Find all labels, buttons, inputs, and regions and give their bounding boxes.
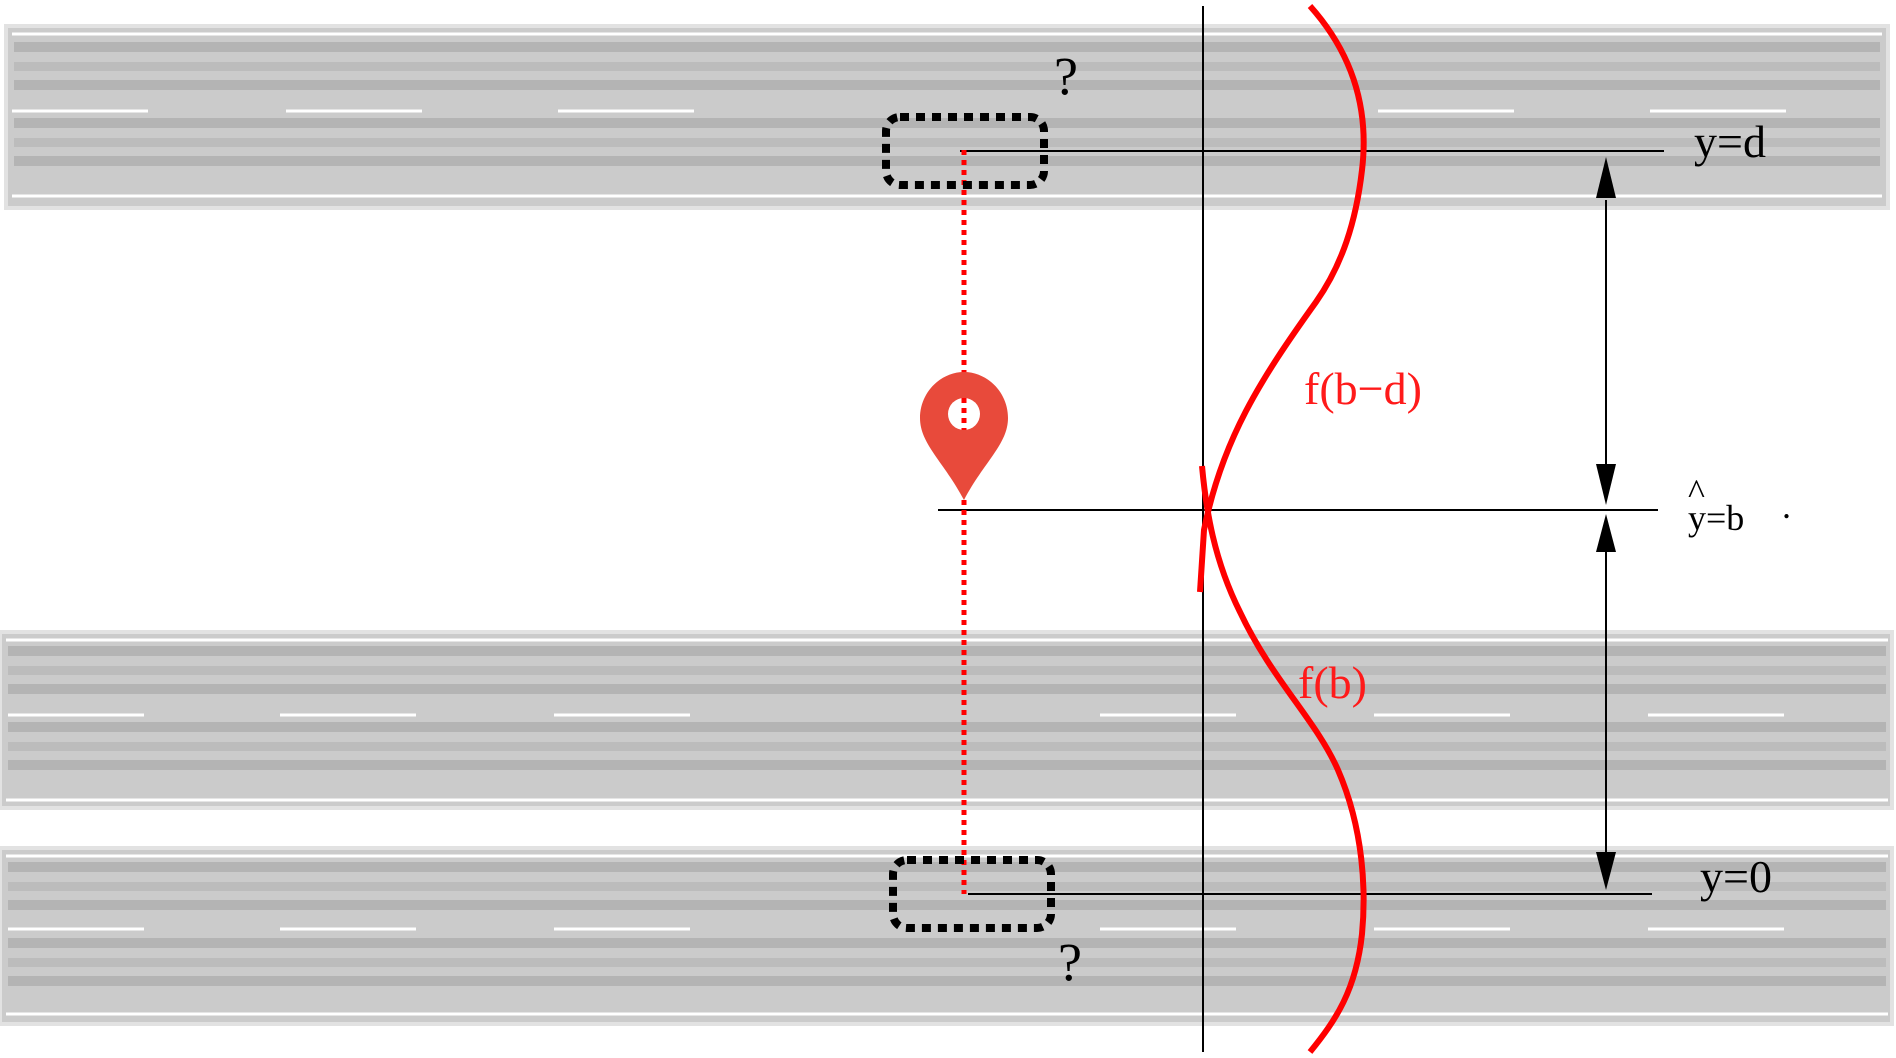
label-f-b-minus-d: f(b−d) xyxy=(1304,363,1422,414)
label-y-b-hat: ^ xyxy=(1688,472,1705,512)
top-road xyxy=(4,24,1890,210)
f-b-minus-d-curve xyxy=(1197,4,1367,593)
question-mark-top: ? xyxy=(1054,46,1078,106)
candidate-box-bottom xyxy=(889,856,1055,932)
distance-arrow-top xyxy=(1596,157,1616,505)
label-y-0: y=0 xyxy=(1700,851,1772,902)
f-b-curve xyxy=(1199,465,1367,1054)
label-y-b: y=b xyxy=(1688,498,1744,538)
label-f-b: f(b) xyxy=(1298,657,1367,708)
candidate-box-top xyxy=(882,113,1048,189)
label-dot: . xyxy=(1782,486,1791,526)
middle-road xyxy=(0,630,1894,810)
question-mark-bottom: ? xyxy=(1058,932,1082,992)
bottom-road xyxy=(0,846,1894,1026)
distance-arrow-bottom xyxy=(1596,514,1616,890)
label-y-d: y=d xyxy=(1694,116,1766,167)
location-pin-icon xyxy=(920,372,1008,500)
